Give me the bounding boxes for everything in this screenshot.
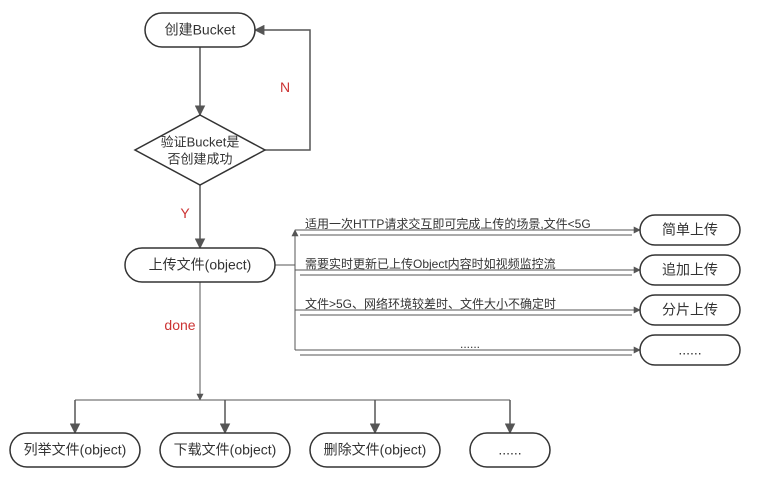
verify-bucket-node xyxy=(135,115,265,185)
desc-r3: 文件>5G、网络环境较差时、文件大小不确定时 xyxy=(305,296,556,311)
label-Y: Y xyxy=(180,205,190,221)
append-upload-node-label: 追加上传 xyxy=(662,262,718,278)
list-object-node-label: 列举文件(object) xyxy=(24,442,127,458)
label-N: N xyxy=(280,79,290,95)
simple-upload-node-label: 简单上传 xyxy=(662,222,718,238)
upload-object-node-label: 上传文件(object) xyxy=(149,257,252,273)
verify-bucket-node-line1: 验证Bucket是 xyxy=(161,134,240,149)
desc-r4: ...... xyxy=(460,337,480,351)
download-object-node-label: 下载文件(object) xyxy=(174,442,277,458)
label-done: done xyxy=(164,317,195,333)
flowchart: 创建Bucket 验证Bucket是否创建成功上传文件(object) 列举文件(o… xyxy=(0,0,761,500)
desc-r1: 适用一次HTTP请求交互即可完成上传的场景,文件<5G xyxy=(305,216,591,231)
create-bucket-node-label: 创建Bucket xyxy=(165,22,236,38)
verify-bucket-node-line2: 否创建成功 xyxy=(167,151,232,166)
desc-r2: 需要实时更新已上传Object内容时如视频监控流 xyxy=(305,256,556,271)
more-upload-node-label: ...... xyxy=(678,342,701,358)
delete-object-node-label: 删除文件(object) xyxy=(324,442,427,458)
more-ops-node-label: ...... xyxy=(498,442,521,458)
multipart-upload-node-label: 分片上传 xyxy=(662,302,718,318)
edge-upload-rightstem xyxy=(275,265,295,350)
